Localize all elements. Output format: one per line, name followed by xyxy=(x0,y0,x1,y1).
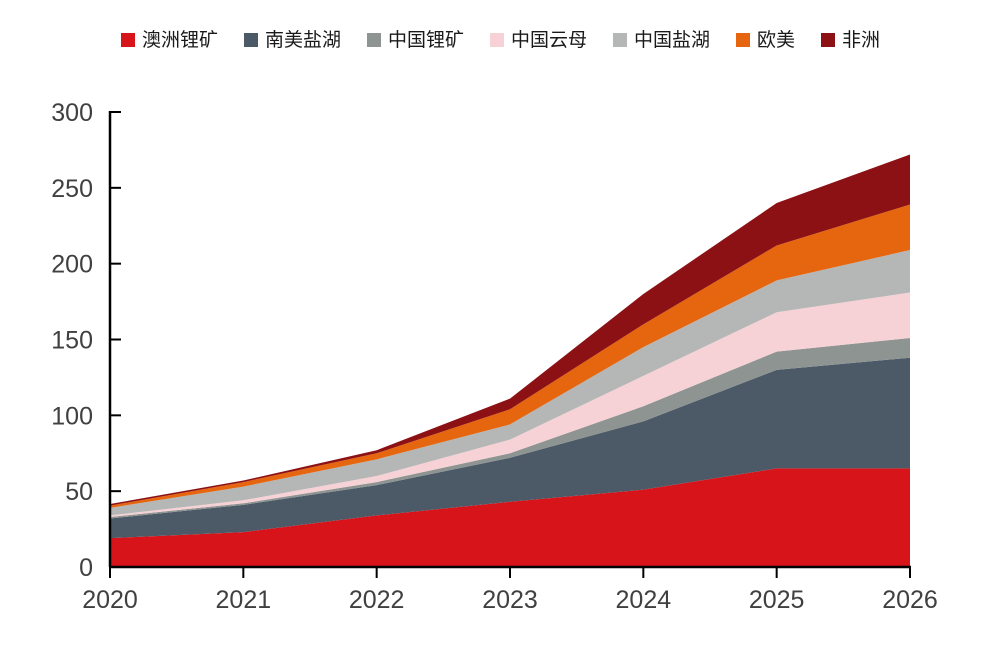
legend-label: 欧美 xyxy=(757,29,796,51)
y-tick-label: 50 xyxy=(65,478,93,506)
legend-label: 南美盐湖 xyxy=(264,29,341,51)
y-tick-label: 250 xyxy=(51,175,93,203)
area-series-5 xyxy=(110,204,910,508)
x-tick-label: 2024 xyxy=(616,586,672,614)
y-tick-label: 150 xyxy=(51,327,93,355)
legend-item-3: 中国云母 xyxy=(489,29,587,51)
x-tick-label: 2021 xyxy=(216,586,272,614)
y-tick-label: 100 xyxy=(51,402,93,430)
legend-item-5: 欧美 xyxy=(736,31,795,50)
area-series-6 xyxy=(110,154,910,506)
legend-label: 中国锂矿 xyxy=(387,29,464,51)
x-tick-label: 2020 xyxy=(82,586,138,614)
area-series-2 xyxy=(110,337,910,519)
x-tick-label: 2022 xyxy=(349,586,405,614)
area-series-4 xyxy=(110,250,910,516)
legend: 澳洲锂矿 南美盐湖 中国锂矿 中国云母 中国盐湖 欧美 非洲 xyxy=(0,26,1001,54)
legend-item-2: 中国锂矿 xyxy=(366,29,464,51)
x-tick-label: 2025 xyxy=(749,586,805,614)
legend-swatch-icon xyxy=(736,33,751,47)
legend-swatch-icon xyxy=(243,33,258,47)
x-tick-label: 2026 xyxy=(882,586,938,614)
x-tick-label: 2023 xyxy=(482,586,538,614)
legend-swatch-icon xyxy=(366,33,381,47)
area-series-1 xyxy=(110,357,910,539)
area-series-3 xyxy=(110,292,910,517)
legend-swatch-icon xyxy=(821,33,836,47)
y-tick-label: 300 xyxy=(51,99,93,127)
legend-item-1: 南美盐湖 xyxy=(243,29,341,51)
area-series-0 xyxy=(110,468,910,567)
legend-swatch-icon xyxy=(489,33,504,47)
legend-label: 中国盐湖 xyxy=(634,29,711,51)
legend-swatch-icon xyxy=(613,33,627,47)
y-tick-label: 200 xyxy=(51,251,93,279)
legend-label: 澳洲锂矿 xyxy=(141,29,218,51)
legend-item-6: 非洲 xyxy=(821,31,880,50)
legend-label: 中国云母 xyxy=(510,29,587,51)
legend-item-4: 中国盐湖 xyxy=(613,31,710,50)
legend-label: 非洲 xyxy=(842,29,881,51)
legend-item-0: 澳洲锂矿 xyxy=(120,29,218,51)
legend-swatch-icon xyxy=(120,33,135,47)
y-tick-label: 0 xyxy=(79,554,93,582)
